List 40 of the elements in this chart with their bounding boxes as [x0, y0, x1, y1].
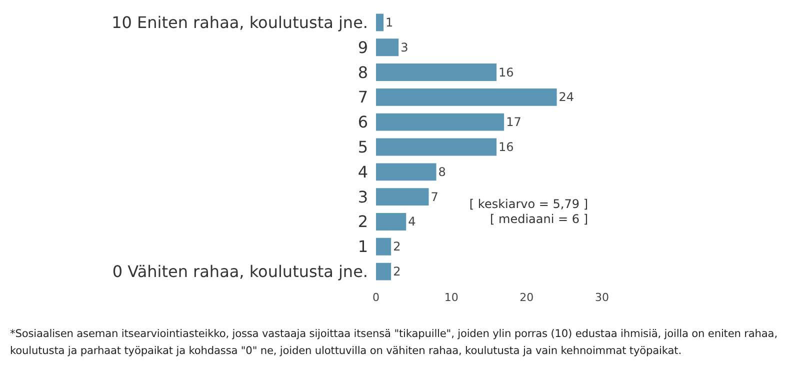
y-tick-label: 3: [358, 187, 368, 206]
data-label: 8: [438, 164, 446, 179]
bar: [376, 213, 406, 230]
y-tick-label: 7: [358, 88, 368, 107]
data-label: 3: [400, 40, 408, 54]
bar: [376, 38, 399, 56]
annotation: [ mediaani = 6 ]: [490, 212, 588, 226]
data-label: 16: [498, 140, 514, 154]
data-label: 4: [408, 214, 416, 229]
y-tick-label: 8: [358, 62, 368, 82]
y-tick-label: 4: [358, 162, 368, 182]
data-label: 2: [393, 240, 401, 254]
data-label: 17: [506, 115, 522, 130]
data-label: 24: [558, 90, 574, 104]
bar: [376, 14, 384, 32]
x-tick-label: 20: [520, 291, 534, 304]
x-tick-label: 10: [444, 291, 458, 304]
bar: [376, 188, 429, 206]
y-tick-label: 5: [358, 138, 368, 156]
data-label: 16: [498, 65, 514, 80]
y-tick-label: 6: [358, 112, 368, 132]
annotation: [ keskiarvo = 5,79 ]: [469, 197, 588, 211]
bar: [376, 262, 392, 280]
y-tick-label: 9: [358, 38, 368, 57]
y-tick-label: 0 Vähiten rahaa, koulutusta jne.: [112, 262, 368, 282]
bar: [376, 238, 392, 256]
bar: [376, 163, 436, 181]
y-tick-label: 1: [358, 237, 368, 256]
bar: [376, 64, 497, 81]
bar: [376, 138, 497, 156]
data-label: 1: [386, 15, 394, 30]
bar: [376, 113, 504, 131]
x-tick-label: 30: [595, 291, 609, 304]
bar: [376, 88, 557, 106]
data-label: 2: [393, 264, 401, 279]
x-tick-label: 0: [372, 291, 380, 304]
y-tick-label: 2: [358, 212, 368, 232]
data-label: 7: [430, 190, 438, 204]
text: *Sosiaalisen aseman itsearviointiasteikko, jossa vastaaja sijoittaa itsensä "tikapuille", joiden ylin porras (10) edustaa ihmisiä, joilla on eniten rahaa, koulutusta ja parhaat työpaikat ja kohdassa "0" ne, joiden ulottuvilla on vähiten rahaa, koulutusta ja vain kehnoimmat työpaikat.: [10, 327, 778, 359]
y-tick-label: 10 Eniten rahaa, koulutusta jne.: [112, 12, 368, 32]
